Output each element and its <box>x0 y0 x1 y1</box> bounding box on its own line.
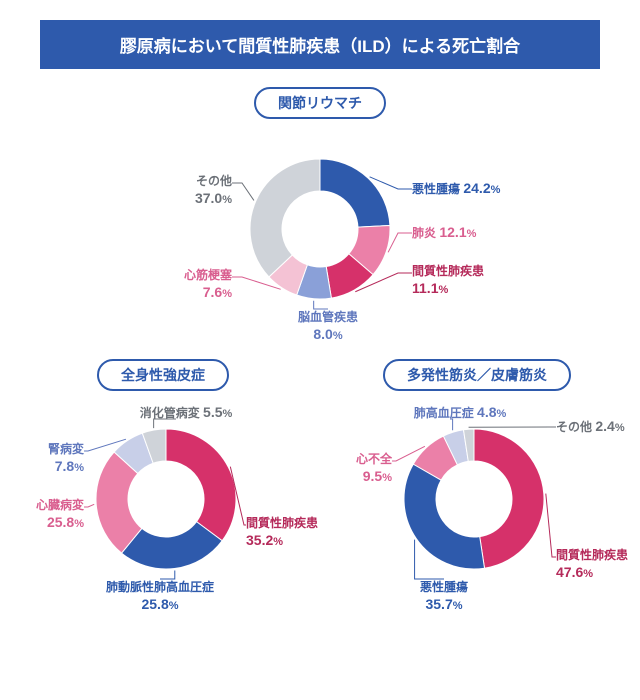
leader-line <box>232 183 254 200</box>
donut-chart-pmdm: 間質性肺疾患47.6% 悪性腫瘍35.7% 心不全9.5% 肺高血圧症 4.8% その他… <box>322 397 632 627</box>
slice-label: 心臓病変25.8% <box>36 497 84 532</box>
leader-line <box>84 504 94 507</box>
chart-title-pmdm: 多発性筋炎／皮膚筋炎 <box>383 359 571 391</box>
chart-title-ssc: 全身性強皮症 <box>97 359 229 391</box>
chart-title-wrap-ra: 関節リウマチ <box>10 87 630 119</box>
leader-line <box>314 301 328 309</box>
slice-label: 消化管病変 5.5% <box>116 403 256 422</box>
slice-label: 間質性肺疾患35.2% <box>246 515 318 550</box>
slice-label: 脳血管疾患8.0% <box>268 309 388 344</box>
slice-label: 肺高血圧症 4.8% <box>390 403 530 422</box>
chart-title-wrap-ssc: 全身性強皮症 <box>8 359 318 391</box>
slice-label: 間質性肺疾患11.1% <box>412 263 484 298</box>
slice-label: その他 2.4% <box>556 417 625 436</box>
donut-slice <box>250 159 320 277</box>
donut-slice <box>474 429 544 568</box>
slice-label: 肺動脈性肺高血圧症25.8% <box>100 579 220 614</box>
donut-slice <box>404 464 485 569</box>
slice-label: 間質性肺疾患47.6% <box>556 547 628 582</box>
slice-label: 悪性腫瘍35.7% <box>384 579 504 614</box>
slice-label: 腎病変7.8% <box>48 441 84 476</box>
chart-col-pmdm: 多発性筋炎／皮膚筋炎 間質性肺疾患47.6% 悪性腫瘍35.7% 心不全9.5% 肺高… <box>322 359 632 627</box>
slice-label: 肺炎 12.1% <box>412 223 476 242</box>
donut-chart-ssc: 間質性肺疾患35.2% 肺動脈性肺高血圧症25.8% 心臓病変25.8% 腎病変7.8… <box>8 397 318 627</box>
leader-line <box>160 570 175 579</box>
leader-line <box>546 494 556 557</box>
slice-label: その他37.0% <box>195 173 232 208</box>
donut-slice <box>320 159 390 227</box>
slice-label: 悪性腫瘍 24.2% <box>412 179 500 198</box>
slice-label: 心筋梗塞7.6% <box>184 267 232 302</box>
chart-row-2: 全身性強皮症 間質性肺疾患35.2% 肺動脈性肺高血圧症25.8% 心臓病変25.8… <box>10 359 630 627</box>
donut-slice <box>166 429 236 541</box>
page-title: 膠原病において間質性肺疾患（ILD）による死亡割合 <box>40 20 600 69</box>
chart-title-wrap-pmdm: 多発性筋炎／皮膚筋炎 <box>322 359 632 391</box>
chart-title-ra: 関節リウマチ <box>254 87 386 119</box>
leader-line <box>388 233 412 252</box>
chart-col-ssc: 全身性強皮症 間質性肺疾患35.2% 肺動脈性肺高血圧症25.8% 心臓病変25.8… <box>8 359 318 627</box>
donut-chart-ra: 悪性腫瘍 24.2% 肺炎 12.1% 間質性肺疾患11.1% 脳血管疾患8.0% 心筋… <box>10 125 630 345</box>
slice-label: 心不全9.5% <box>356 451 392 486</box>
